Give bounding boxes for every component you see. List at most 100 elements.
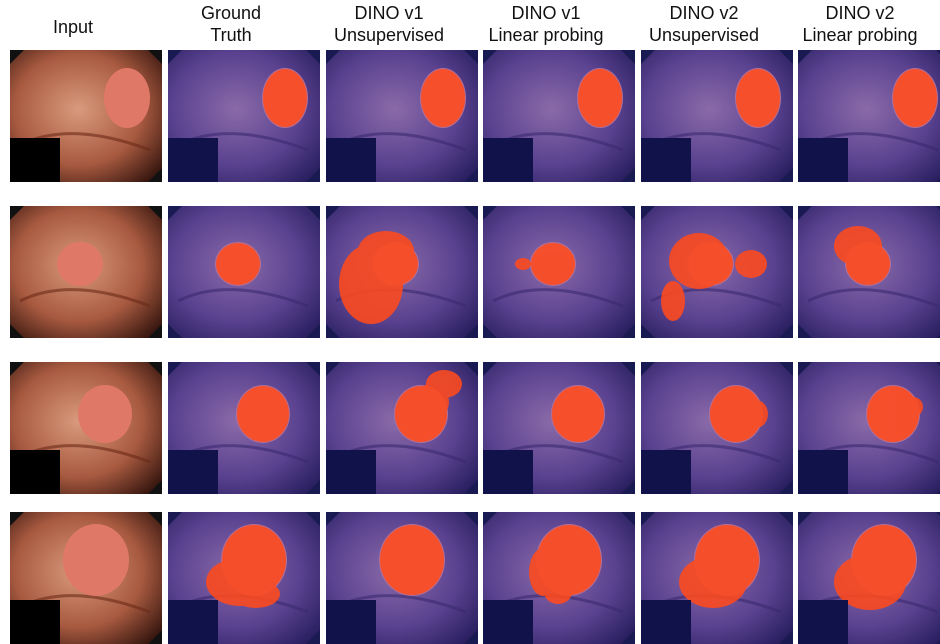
mask-region	[515, 258, 531, 270]
segmentation-mask	[515, 243, 575, 285]
row-1-d2l-image	[798, 50, 940, 182]
row-2-gt-image	[168, 206, 320, 338]
row-3-gt-image	[168, 362, 320, 494]
blackout-box	[168, 138, 218, 182]
mask-region	[216, 243, 260, 285]
segmentation-mask	[661, 233, 767, 321]
segmentation-mask	[552, 386, 604, 442]
mask-region	[735, 250, 767, 278]
polyp	[104, 68, 150, 128]
mucosal-fold	[177, 288, 309, 308]
mask-region	[237, 386, 289, 442]
mask-region	[834, 554, 906, 610]
blackout-box	[641, 450, 691, 494]
row-1-d1l-image	[483, 50, 635, 182]
row-2-d2l-image	[798, 206, 940, 338]
blackout-box	[168, 450, 218, 494]
segmentation-mask	[578, 69, 622, 127]
mask-region	[544, 580, 572, 604]
mask-region	[358, 231, 414, 271]
mask-region	[744, 400, 768, 428]
mucosal-fold	[492, 288, 624, 308]
mask-region	[552, 386, 604, 442]
blackout-box	[326, 600, 376, 644]
row-2-input-image	[10, 206, 162, 338]
mask-region	[421, 69, 465, 127]
blackout-box	[798, 450, 848, 494]
blackout-box	[10, 138, 60, 182]
column-header-dino-v1-linear-probing: DINO v1 Linear probing	[488, 3, 604, 45]
segmentation-mask	[834, 525, 916, 610]
mask-region	[661, 281, 685, 321]
mask-region	[736, 69, 780, 127]
blackout-box	[326, 138, 376, 182]
row-3-d2l-image	[798, 362, 940, 494]
polyp	[63, 524, 129, 596]
blackout-box	[641, 138, 691, 182]
segmentation-mask	[237, 386, 289, 442]
blackout-box	[168, 600, 218, 644]
row-4-d1u-image	[326, 512, 478, 644]
segmentation-mask	[710, 386, 768, 442]
segmentation-mask	[893, 69, 937, 127]
row-2-d2u-image	[641, 206, 793, 338]
row-1-gt-image	[168, 50, 320, 182]
row-2-d1l-image	[483, 206, 635, 338]
segmentation-mask	[736, 69, 780, 127]
segmentation-mask	[867, 386, 923, 442]
row-2-d1u-image	[326, 206, 478, 338]
row-3-d1u-image	[326, 362, 478, 494]
mask-region	[380, 525, 444, 595]
segmentation-mask	[216, 243, 260, 285]
row-1-d1u-image	[326, 50, 478, 182]
polyp	[78, 385, 132, 443]
column-header-ground-truth: Ground Truth	[200, 3, 262, 45]
segmentation-mask	[395, 370, 462, 442]
mask-region	[834, 226, 882, 266]
row-3-input-image	[10, 362, 162, 494]
blackout-box	[483, 450, 533, 494]
mucosal-fold	[807, 288, 939, 308]
blackout-box	[483, 600, 533, 644]
segmentation-mask	[380, 525, 444, 595]
column-header-dino-v1-unsupervised: DINO v1 Unsupervised	[333, 3, 445, 45]
segmentation-mask	[679, 525, 759, 608]
segmentation-mask	[834, 226, 890, 285]
mask-region	[903, 397, 923, 417]
blackout-box	[10, 600, 60, 644]
mask-region	[710, 386, 762, 442]
mask-region	[669, 233, 729, 289]
blackout-box	[483, 138, 533, 182]
row-4-gt-image	[168, 512, 320, 644]
blackout-box	[326, 450, 376, 494]
mask-region	[413, 384, 449, 420]
row-3-d2u-image	[641, 362, 793, 494]
blackout-box	[641, 600, 691, 644]
row-4-d1l-image	[483, 512, 635, 644]
mucosal-fold	[19, 288, 151, 308]
segmentation-mask	[339, 231, 418, 324]
blackout-box	[798, 138, 848, 182]
segmentation-mask	[206, 525, 286, 608]
mask-region	[263, 69, 307, 127]
blackout-box	[798, 600, 848, 644]
row-4-input-image	[10, 512, 162, 644]
mask-region	[679, 556, 747, 608]
row-3-d1l-image	[483, 362, 635, 494]
row-4-d2l-image	[798, 512, 940, 644]
mask-region	[893, 69, 937, 127]
mask-region	[232, 580, 280, 608]
row-4-d2u-image	[641, 512, 793, 644]
row-1-d2u-image	[641, 50, 793, 182]
blackout-box	[10, 450, 60, 494]
column-header-input: Input	[52, 17, 94, 37]
mask-region	[578, 69, 622, 127]
row-1-input-image	[10, 50, 162, 182]
segmentation-mask	[421, 69, 465, 127]
column-header-dino-v2-linear-probing: DINO v2 Linear probing	[802, 3, 918, 45]
segmentation-mask	[529, 525, 601, 604]
mask-region	[531, 243, 575, 285]
polyp	[57, 242, 103, 286]
segmentation-mask	[263, 69, 307, 127]
column-header-dino-v2-unsupervised: DINO v2 Unsupervised	[648, 3, 760, 45]
